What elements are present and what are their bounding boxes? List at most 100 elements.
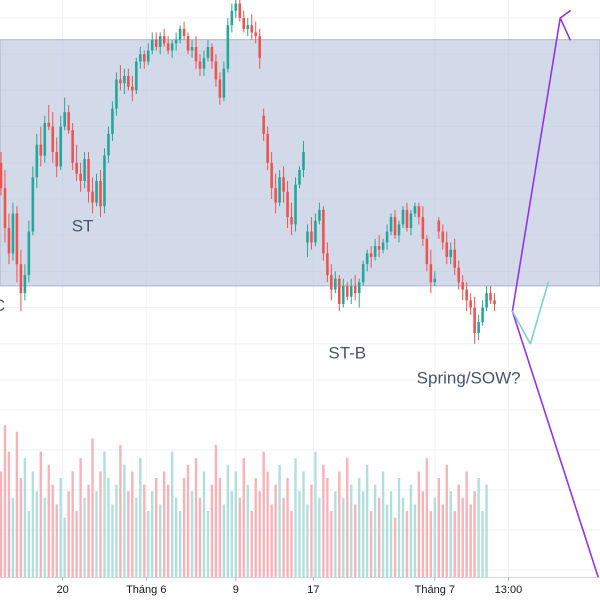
volume-bar (350, 484, 353, 577)
candle-body (23, 275, 27, 294)
candle-body (119, 79, 122, 84)
candle-body (389, 217, 393, 232)
candle (345, 282, 349, 301)
candle (278, 170, 281, 207)
candle (83, 151, 86, 189)
candle-body (162, 36, 166, 44)
volume-bar (266, 471, 269, 577)
candle (361, 260, 365, 286)
candle-body (469, 300, 472, 308)
candle (405, 202, 409, 232)
candle (75, 144, 78, 181)
volume-bar (91, 438, 94, 577)
volume-bar (107, 478, 110, 577)
volume-bar (51, 484, 54, 577)
candle-body (198, 61, 202, 69)
candle (198, 54, 202, 76)
volume-bar (170, 451, 174, 577)
candle (186, 32, 190, 55)
candle-body (111, 108, 114, 134)
candle-body (401, 209, 405, 225)
volume-bar (429, 511, 433, 577)
volume-bar (71, 471, 74, 577)
candle (437, 217, 441, 239)
projection-line-purple (511, 310, 600, 580)
volume-bar (377, 497, 381, 577)
candle-body (353, 285, 357, 294)
volume-bar (15, 431, 19, 577)
candle (7, 213, 11, 265)
candle-body (55, 151, 59, 167)
candle (182, 21, 186, 40)
candle (365, 249, 369, 272)
candle-body (365, 253, 369, 265)
candle (306, 224, 309, 257)
volume-bar (99, 471, 102, 577)
volume-bar (354, 504, 357, 577)
volume-bar (135, 497, 138, 577)
candle-body (230, 10, 234, 26)
candle-body (3, 188, 7, 228)
x-tick-label: Tháng 7 (415, 584, 455, 596)
candle (369, 246, 373, 268)
volume-bar (318, 497, 321, 577)
candle (123, 68, 126, 95)
candle-body (242, 18, 246, 29)
volume-bar (449, 491, 452, 577)
candle (322, 206, 325, 261)
candle (338, 275, 341, 312)
candle (449, 242, 453, 265)
candle (222, 61, 226, 102)
volume-bar (421, 491, 425, 577)
candle (19, 249, 23, 312)
candle-body (63, 112, 66, 127)
volume-bar (381, 471, 385, 577)
volume-bar (79, 458, 82, 577)
volume-bar (365, 464, 369, 577)
candle-body (234, 3, 238, 11)
candle (0, 151, 3, 196)
candle-body (166, 43, 170, 51)
volume-bar (3, 425, 7, 577)
candle (401, 206, 405, 228)
volume-bar (441, 504, 444, 577)
candle (254, 21, 258, 44)
candle-body (330, 275, 333, 290)
volume-bar (373, 484, 377, 577)
candle-body (318, 209, 321, 221)
candle-body (306, 231, 309, 243)
candle-body (361, 264, 365, 283)
candle-body (473, 307, 476, 333)
candle-body (194, 46, 198, 62)
candle-body (433, 278, 437, 283)
candle-body (314, 220, 317, 243)
volume-bar (361, 491, 365, 577)
candle-body (377, 246, 381, 250)
candle (234, 0, 238, 18)
volume-bar (250, 511, 253, 577)
volume-bar (254, 478, 257, 577)
candle (286, 180, 289, 228)
candle-body (7, 227, 11, 254)
candle (258, 28, 261, 69)
candle-body (477, 322, 480, 333)
candle (154, 32, 158, 51)
candle (115, 72, 118, 116)
candle-body (210, 46, 214, 62)
candle (135, 57, 138, 95)
candle (310, 217, 313, 250)
volume-bar (334, 491, 337, 577)
candle-body (178, 28, 182, 40)
volume-bar (322, 464, 325, 577)
candle (150, 32, 154, 55)
candle (103, 148, 106, 214)
candle-body (67, 112, 70, 131)
candle-body (35, 144, 39, 178)
candle-body (154, 39, 158, 47)
candle (71, 122, 74, 171)
volume-bar (131, 471, 134, 577)
candle-body (139, 54, 142, 62)
candle (107, 126, 110, 163)
